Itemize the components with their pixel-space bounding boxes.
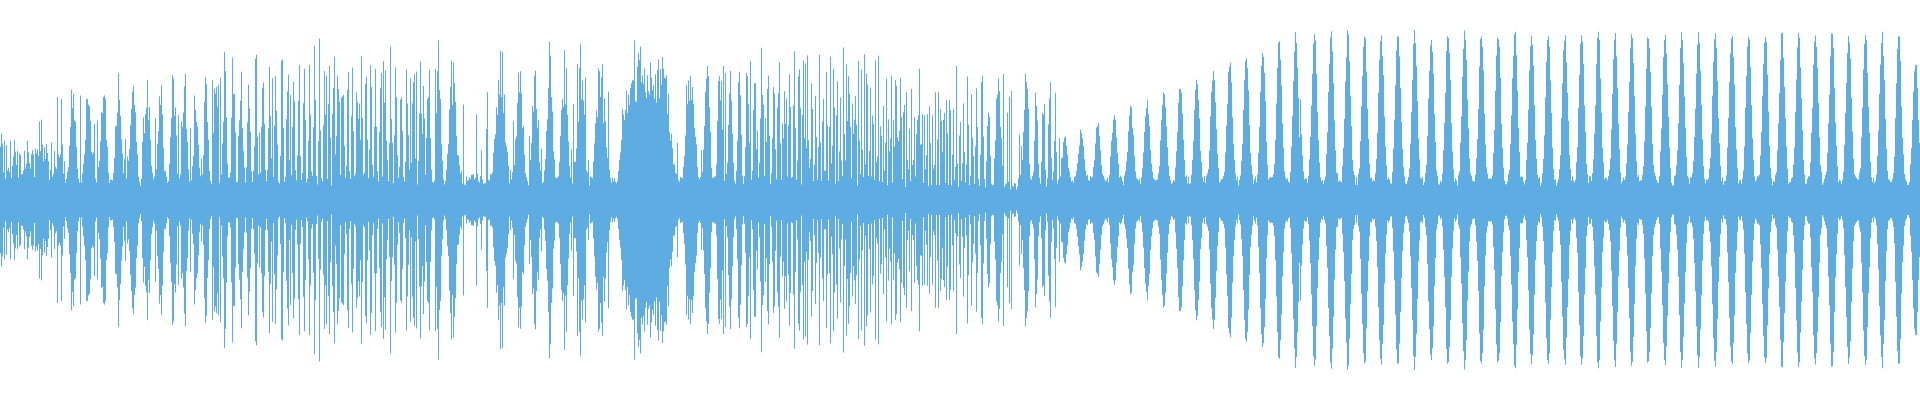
waveform-path [0, 30, 1920, 370]
